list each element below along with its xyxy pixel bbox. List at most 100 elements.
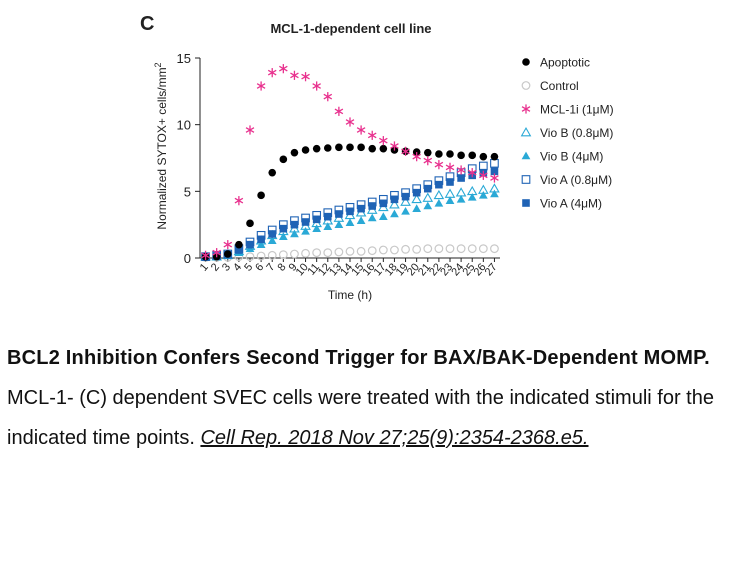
data-point	[301, 146, 310, 154]
data-point	[389, 199, 400, 209]
data-point	[490, 152, 499, 161]
data-point	[434, 244, 444, 254]
y-axis-label-superscript: 2	[153, 62, 163, 67]
data-point	[334, 220, 344, 228]
data-point	[435, 180, 443, 189]
data-point	[490, 189, 499, 198]
legend-marker	[521, 81, 531, 90]
x-tick-label: 4	[231, 261, 244, 273]
data-point	[455, 187, 467, 197]
x-tick-label: 3	[220, 261, 233, 273]
panel-label: C	[140, 13, 154, 35]
caption-body: MCL-1- (C) dependent SVEC cells were tre…	[7, 387, 714, 449]
data-point	[256, 251, 266, 261]
y-tick-label: 10	[177, 118, 191, 133]
y-axis-label: Normalized SYTOX+ cells/mm2	[153, 62, 169, 229]
legend-marker	[520, 127, 532, 137]
data-point	[279, 155, 288, 164]
data-point	[412, 148, 421, 156]
x-tick-label: 1	[198, 261, 211, 273]
data-point	[478, 161, 488, 171]
data-point	[312, 215, 321, 224]
data-point	[490, 167, 499, 176]
data-point	[423, 201, 433, 210]
data-point	[400, 196, 411, 206]
data-point	[467, 244, 477, 254]
data-point	[379, 144, 388, 153]
data-point	[267, 236, 277, 244]
data-point	[235, 246, 243, 254]
data-point	[412, 204, 422, 212]
series-apoptotic	[201, 143, 499, 261]
x-axis-label: Time (h)	[328, 288, 372, 302]
data-point	[368, 144, 377, 153]
legend-marker	[521, 151, 531, 160]
series-vio-b-4-m-	[201, 189, 499, 260]
data-point	[434, 160, 444, 170]
data-point	[468, 151, 477, 160]
data-point	[356, 125, 366, 135]
plot-area: 0510151234567891011121314151617181920212…	[153, 51, 500, 302]
data-point	[478, 190, 488, 199]
data-point	[401, 244, 410, 254]
data-point	[434, 198, 444, 207]
data-point	[279, 224, 288, 233]
data-point	[356, 216, 366, 224]
data-point	[323, 144, 332, 152]
data-point	[368, 202, 377, 210]
data-point	[367, 213, 377, 222]
data-point	[401, 146, 410, 156]
data-point	[279, 64, 288, 74]
data-point	[246, 219, 254, 228]
legend-label: Apoptotic	[540, 56, 590, 70]
data-point	[268, 230, 277, 238]
legend: Apoptotic Control MCL-1i (1μM) Vio B (0.8μM…	[520, 56, 614, 211]
data-point	[411, 193, 422, 204]
data-point	[334, 247, 344, 257]
data-point	[444, 188, 456, 198]
x-tick-label: 8	[276, 261, 289, 273]
data-point	[290, 70, 299, 80]
data-point	[379, 136, 388, 146]
y-tick-label: 5	[184, 184, 191, 199]
data-point	[335, 210, 343, 218]
data-point	[290, 148, 299, 157]
data-point	[401, 192, 410, 201]
data-point	[234, 196, 244, 206]
data-point	[345, 218, 355, 226]
data-point	[290, 249, 299, 259]
data-point	[390, 195, 399, 204]
data-point	[312, 248, 322, 258]
data-point	[323, 222, 333, 230]
x-tick-label: 7	[264, 261, 277, 273]
data-point	[334, 106, 344, 116]
data-point	[345, 246, 355, 256]
legend-label: Vio A (4μM)	[540, 197, 602, 211]
data-point	[346, 143, 354, 152]
data-point	[346, 207, 354, 216]
series-control	[201, 244, 499, 262]
data-point	[356, 246, 366, 256]
data-point	[312, 144, 321, 153]
data-point	[335, 143, 343, 152]
data-point	[278, 232, 288, 240]
data-point	[267, 250, 277, 260]
data-point	[422, 192, 434, 202]
data-point	[256, 240, 266, 248]
data-point	[456, 194, 466, 203]
data-point	[223, 240, 233, 250]
data-point	[456, 244, 466, 254]
legend-label: Control	[540, 79, 579, 93]
data-point	[201, 250, 210, 260]
chart-svg: C MCL-1-dependent cell line 051015123456…	[140, 13, 614, 302]
data-point	[367, 130, 377, 140]
data-point	[268, 168, 277, 177]
data-point	[423, 156, 433, 166]
x-tick-label: 5	[242, 261, 255, 273]
data-point	[245, 252, 255, 262]
citation-link[interactable]: Cell Rep. 2018 Nov 27;25(9):2354-2368.e5…	[200, 427, 589, 449]
x-tick-label: 2	[209, 261, 222, 273]
data-point	[256, 81, 266, 91]
data-point	[423, 148, 432, 157]
data-point	[257, 235, 265, 244]
